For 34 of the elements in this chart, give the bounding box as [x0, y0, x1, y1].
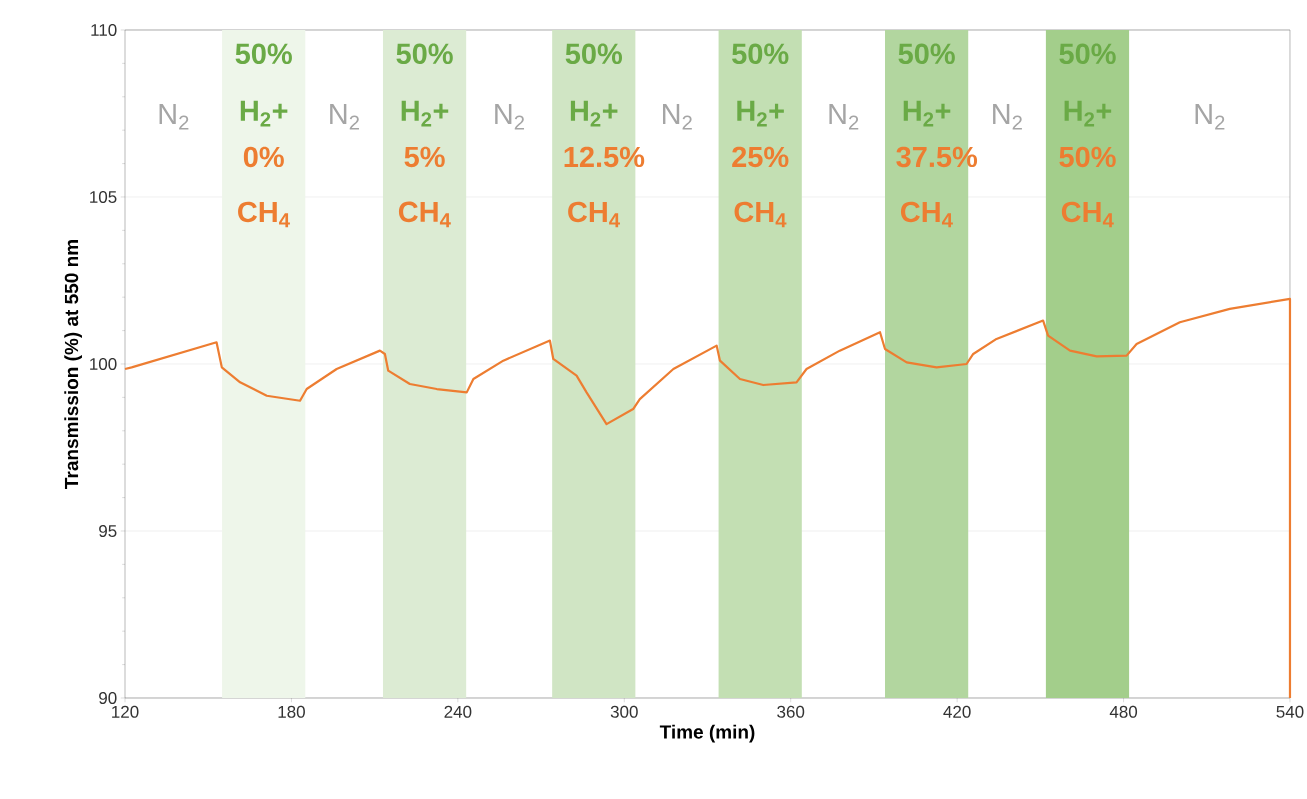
y-tick-label: 95	[99, 524, 117, 538]
x-tick-label: 480	[1109, 705, 1138, 718]
x-tick-label: 360	[777, 705, 805, 718]
annotation: 50% CH$_{4}$	[1059, 146, 1116, 228]
x-axis-title: Time (min)	[659, 724, 755, 743]
text: 50% H$_{2}$+	[235, 43, 292, 127]
text: 50% H$_{2}$+	[732, 43, 789, 127]
text: 50% H$_{2}$+	[565, 43, 623, 127]
annotation: N$_{2}$	[1195, 104, 1225, 130]
annotation: N$_{2}$	[829, 104, 859, 130]
annotation: N$_{2}$	[495, 104, 525, 130]
x-tick-label: 180	[278, 705, 305, 718]
y-tick-label: 110	[91, 23, 117, 37]
annotation: N$_{2}$	[993, 104, 1022, 130]
y-tick-label: 105	[90, 190, 117, 204]
annotation: N$_{2}$	[159, 104, 189, 130]
annotation: 12.5% CH$_{4}$	[564, 146, 645, 228]
x-tick-label: 240	[444, 705, 472, 718]
x-tick-label: 300	[610, 705, 638, 718]
line-series	[123, 297, 1292, 700]
annotation: 0% CH$_{4}$	[238, 146, 290, 228]
y-tick-label: 100	[90, 357, 117, 371]
text: 50% H$_{2}$+	[1059, 43, 1116, 127]
y-tick-label: 90	[99, 691, 117, 705]
y-axis-title: Transmission (%) at 550 nm	[64, 240, 82, 489]
annotation: 25% CH$_{4}$	[732, 146, 789, 228]
text: 50% H$_{2}$+	[898, 43, 955, 127]
text: 50% H$_{2}$+	[396, 43, 453, 127]
x-tick-label: 420	[943, 705, 971, 718]
annotation: N$_{2}$	[330, 104, 359, 130]
annotation: N$_{2}$	[663, 104, 692, 130]
annotation: 5% CH$_{4}$	[398, 146, 451, 228]
x-tick-label: 540	[1276, 705, 1304, 718]
x-tick-label: 120	[112, 705, 139, 718]
